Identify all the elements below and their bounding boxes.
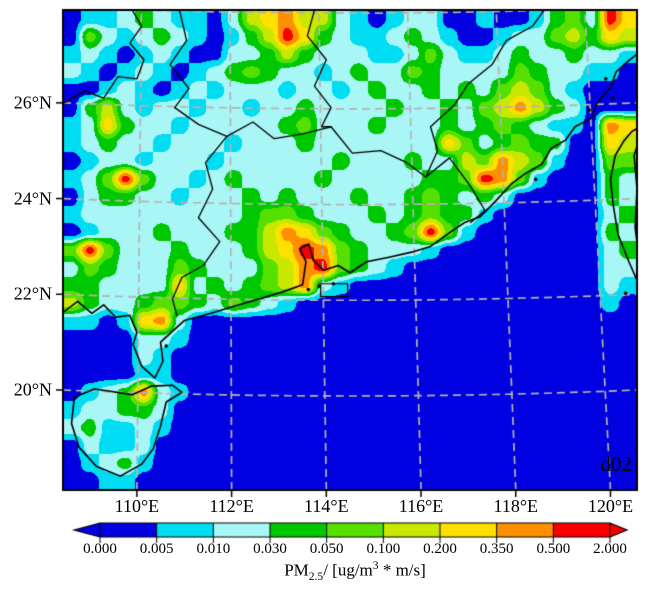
- y-tick-label: 20°N: [13, 379, 52, 400]
- colorbar-title: PM2.5/ [ug/m3 * m/s]: [284, 559, 426, 583]
- x-tick-label: 118°E: [493, 496, 539, 516]
- colorbar-tick-label: 0.030: [253, 541, 287, 557]
- x-tick-label: 120°E: [587, 496, 634, 516]
- colorbar-title-subscript: 2.5: [308, 570, 324, 584]
- colorbar-tick-label: 0.050: [309, 541, 344, 557]
- colorbar-tick-label: 0.000: [83, 541, 117, 557]
- colorbar-title-mid: / [ug/m: [323, 560, 373, 580]
- colorbar-title-suffix: * m/s]: [378, 560, 426, 580]
- x-tick-label: 116°E: [398, 496, 444, 516]
- colorbar-tick-label: 0.005: [139, 541, 174, 557]
- colorbar-tick-label: 0.500: [536, 541, 571, 557]
- colorbar-tick-label: 0.350: [479, 541, 514, 557]
- colorbar-tick-label: 2.000: [593, 541, 627, 557]
- y-tick-label: 22°N: [13, 283, 52, 304]
- x-tick-label: 110°E: [114, 496, 160, 516]
- x-tick-label: 114°E: [304, 496, 349, 516]
- colorbar-tick-label: 0.100: [366, 541, 401, 557]
- y-tick-label: 26°N: [13, 92, 52, 113]
- x-tick-label: 112°E: [209, 496, 254, 516]
- colorbar-tick-label: 0.200: [423, 541, 457, 557]
- colorbar-title-prefix: PM: [284, 560, 309, 580]
- colorbar-tick-label: 0.010: [196, 541, 231, 557]
- domain-label: d02: [600, 452, 633, 476]
- y-tick-label: 24°N: [13, 188, 52, 209]
- colorbar-title-superscript: 3: [372, 559, 379, 572]
